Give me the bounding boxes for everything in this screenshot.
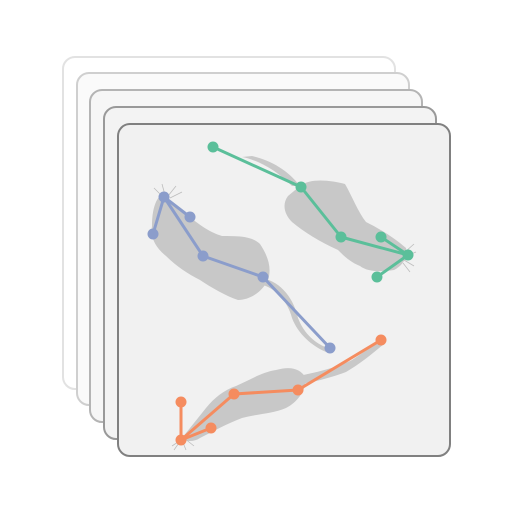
skeleton-bone [211,145,303,189]
skeleton-bone [261,275,332,350]
skeleton-bone [162,195,205,258]
skeleton-mouse-green [207,141,414,283]
frame-front [117,123,451,457]
keypoint [375,334,387,346]
skeleton-bone [375,253,410,279]
skeleton-mouse-orange [175,334,387,446]
skeleton-bone [296,338,383,392]
keypoint [175,396,187,408]
keypoint [205,422,217,434]
keypoint [257,271,269,283]
keypoint [175,434,187,446]
skeleton-bone [232,388,300,396]
pose-skeletons [147,141,414,446]
keypoint [371,271,383,283]
keypoint [207,141,219,153]
keypoint [375,231,387,243]
keypoint [184,211,196,223]
keypoint [402,249,414,261]
skeleton-bone [299,185,343,239]
skeleton-bone [201,254,265,279]
skeleton-bone [179,392,236,442]
keypoint [324,342,336,354]
keypoint [197,250,209,262]
keypoint [295,181,307,193]
skeleton-mouse-blue [147,191,336,354]
keypoint [147,228,159,240]
skeleton-bone [339,235,410,257]
keypoint [335,231,347,243]
keypoint [158,191,170,203]
skeleton-bone [151,195,166,236]
keypoint [228,388,240,400]
keypoint [292,384,304,396]
